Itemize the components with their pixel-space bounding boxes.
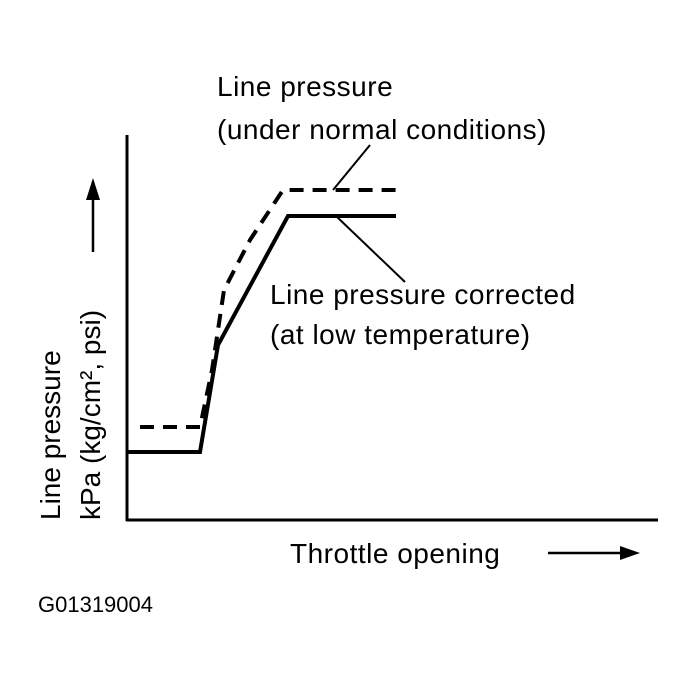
leader-line-corrected xyxy=(335,215,406,283)
y-arrow-head-icon xyxy=(86,178,100,200)
leader-line-normal xyxy=(332,144,371,191)
annotation-normal-line2: (under normal conditions) xyxy=(217,114,547,145)
series-normal-conditions xyxy=(140,188,398,429)
series-corrected-low-temp xyxy=(128,214,396,454)
x-axis-label: Throttle opening xyxy=(290,538,501,569)
annotation-normal-line1: Line pressure xyxy=(217,71,394,102)
x-arrow-head-icon xyxy=(620,546,640,560)
y-axis-label-line2: kPa (kg/cm², psi) xyxy=(74,310,107,520)
y-axis-label-line1: Line pressure xyxy=(35,350,66,520)
y-axis-units: kPa (kg/cm², psi) xyxy=(75,309,106,520)
annotation-corrected-line2: (at low temperature) xyxy=(270,319,531,350)
figure-code: G01319004 xyxy=(38,592,153,617)
annotation-corrected-line1: Line pressure corrected xyxy=(270,279,576,310)
